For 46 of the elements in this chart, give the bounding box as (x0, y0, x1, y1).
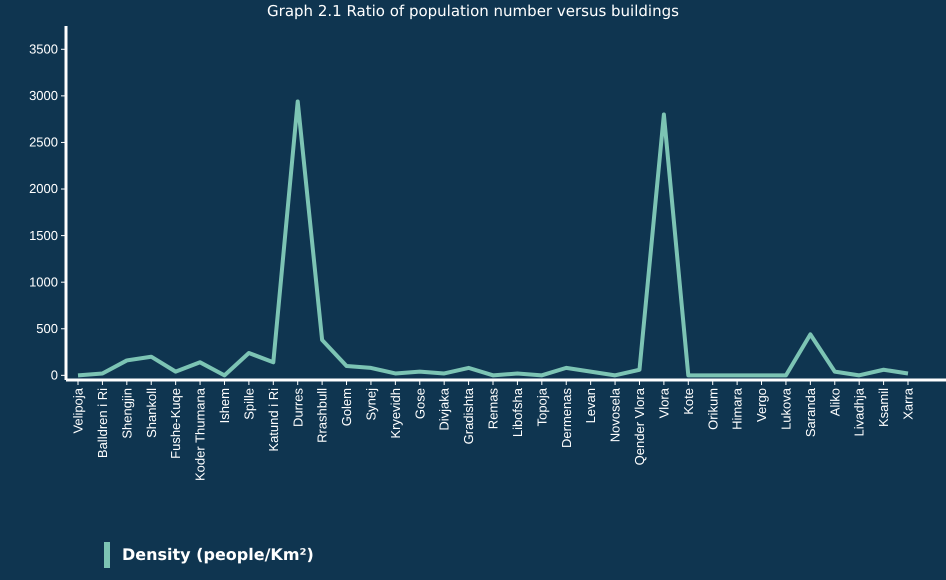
x-tick-label: Shengjin (119, 388, 134, 439)
x-tick-label: Topoja (534, 387, 550, 426)
legend-label: Density (people/Km²) (122, 545, 314, 564)
x-tick-label: Qender Vlora (632, 387, 648, 466)
x-tick-label: Gose (412, 388, 428, 420)
x-tick-label: Shankoll (144, 388, 159, 438)
x-tick-label: Fushe-Kuqe (168, 388, 184, 459)
x-tick-label: Durres (290, 388, 306, 428)
x-tick-label: Kryevidh (388, 388, 403, 439)
x-tick-label: Vlora (656, 387, 672, 418)
x-tick-label: Vergo (754, 388, 770, 422)
x-tick-label: Synej (363, 388, 378, 421)
x-tick-label: Xarra (900, 387, 916, 420)
x-tick-label: Levan (583, 388, 598, 424)
x-tick-label: Rrashbull (314, 388, 330, 443)
y-tick-label: 500 (36, 320, 58, 336)
y-tick-label: 1000 (29, 274, 58, 290)
y-tick-label: 3000 (29, 88, 58, 104)
chart-title: Graph 2.1 Ratio of population number versus buildings (267, 2, 680, 20)
x-tick-label: Aliko (827, 388, 842, 416)
x-tick-label: Remas (486, 388, 501, 430)
x-tick-label: Kote (680, 388, 696, 415)
x-tick-label: Ksamil (876, 388, 892, 428)
x-tick-label: Ishem (217, 388, 232, 424)
x-tick-label: Divjaka (436, 387, 452, 431)
y-tick-label: 1500 (29, 228, 58, 243)
y-tick-label: 2500 (29, 134, 58, 150)
x-tick-label: Livadhja (852, 387, 867, 436)
x-tick-label: Saranda (802, 387, 818, 438)
x-tick-label: Himara (730, 387, 745, 430)
line-series (76, 99, 910, 378)
x-tick-label: Lukova (778, 387, 794, 430)
x-tick-label: Libofsha (510, 387, 525, 438)
x-tick-label: Koder Thumana (192, 387, 208, 481)
x-tick-label: Dermenas (558, 388, 574, 448)
x-tick-label: Velipoja (70, 387, 86, 434)
y-tick-label: 2000 (29, 181, 58, 196)
x-tick-label: Katund i Ri (266, 388, 281, 452)
y-tick-label: 3500 (29, 41, 58, 56)
x-tick-label: Orikum (705, 388, 720, 430)
x-tick-label: Spille (241, 388, 256, 420)
x-tick-label: Balldren i Ri (94, 388, 110, 458)
x-tick-label: Novosela (608, 387, 623, 442)
x-tick-label: Golem (339, 388, 354, 426)
y-tick-label: 0 (50, 368, 58, 382)
x-tick-label: Gradishta (461, 387, 476, 444)
